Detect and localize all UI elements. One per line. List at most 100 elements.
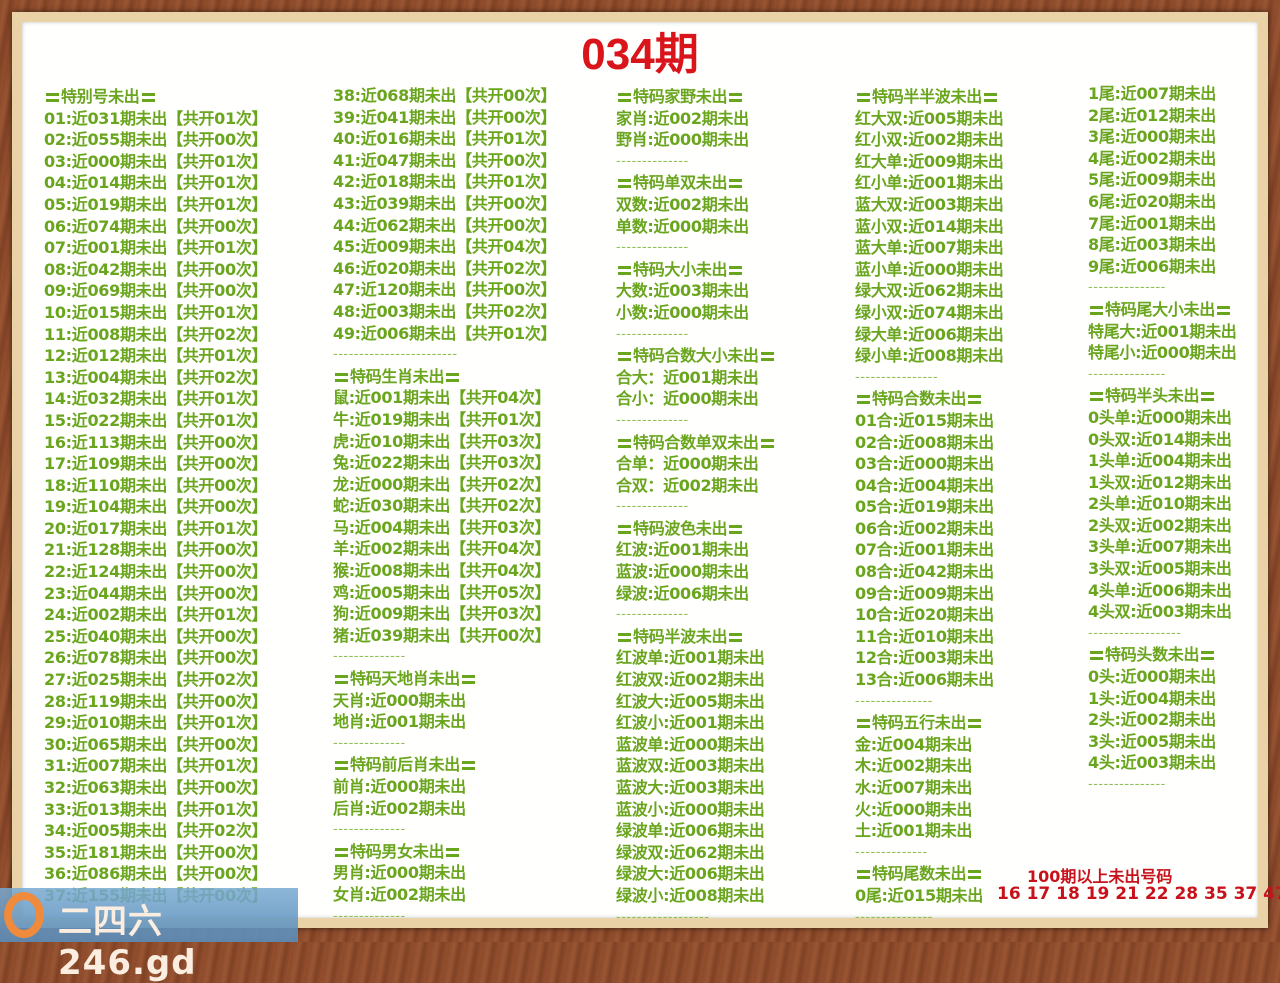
column-tail-head: 1尾:近007期未出 2尾:近012期未出 3尾:近000期未出 4尾:近002期未出… bbox=[1088, 83, 1237, 796]
list-item: 蓝波:近000期未出 bbox=[616, 562, 749, 582]
list-item: 08合:近042期未出 bbox=[855, 562, 994, 582]
divider: -------------- bbox=[333, 735, 406, 751]
list-item: 2头单:近010期未出 bbox=[1088, 494, 1232, 514]
list-item: 单数:近000期未出 bbox=[616, 216, 749, 236]
logo-six-icon bbox=[4, 892, 44, 938]
section-header: 特码家野未出 bbox=[616, 86, 776, 108]
list-item: 龙:近000期未出【共开02次】 bbox=[333, 474, 551, 494]
list-item: 男肖:近000期未出 bbox=[333, 863, 466, 883]
section-header: 特码波色未出 bbox=[616, 518, 776, 540]
list-item: 蓝波双:近003期未出 bbox=[616, 756, 765, 776]
list-item: 03合:近000期未出 bbox=[855, 454, 994, 474]
divider: -------------- bbox=[616, 499, 689, 515]
list-item: 25:近040期未出【共开00次】 bbox=[44, 626, 268, 646]
list-item: 合大：近001期未出 bbox=[616, 367, 759, 387]
list-item: 合单：近000期未出 bbox=[616, 454, 759, 474]
list-item: 0头单:近000期未出 bbox=[1088, 407, 1232, 427]
list-item: 29:近010期未出【共开01次】 bbox=[44, 713, 268, 733]
divider: -------------- bbox=[616, 326, 689, 342]
section-header: 特码合数单双未出 bbox=[616, 432, 776, 454]
section-header: 特码大小未出 bbox=[616, 259, 776, 281]
divider: ------------------ bbox=[1088, 625, 1182, 641]
list-item: 39:近041期未出【共开00次】 bbox=[333, 107, 557, 127]
list-item: 红波小:近001期未出 bbox=[616, 713, 765, 733]
list-item: 10:近015期未出【共开01次】 bbox=[44, 302, 268, 322]
list-item: 10合:近020期未出 bbox=[855, 605, 994, 625]
list-item: 3头:近005期未出 bbox=[1088, 731, 1216, 751]
list-item: 23:近044期未出【共开00次】 bbox=[44, 583, 268, 603]
list-item: 猴:近008期未出【共开04次】 bbox=[333, 561, 551, 581]
list-item: 猪:近039期未出【共开00次】 bbox=[333, 625, 551, 645]
list-item: 41:近047期未出【共开00次】 bbox=[333, 150, 557, 170]
watermark: 二四六 246.gd bbox=[0, 888, 298, 983]
divider: -------------- bbox=[616, 240, 689, 256]
over-100-label: 100期以上未出号码 bbox=[1027, 867, 1173, 886]
section-header: 特码男女未出 bbox=[333, 841, 556, 863]
list-item: 特尾大:近001期未出 bbox=[1088, 321, 1237, 341]
list-item: 绿波:近006期未出 bbox=[616, 583, 749, 603]
list-item: 地肖:近001期未出 bbox=[333, 712, 466, 732]
list-item: 43:近039期未出【共开00次】 bbox=[333, 193, 557, 213]
section-header: 特别号未出 bbox=[44, 86, 267, 108]
list-item: 红大单:近009期未出 bbox=[855, 151, 1004, 171]
list-item: 17:近109期未出【共开00次】 bbox=[44, 454, 268, 474]
list-item: 32:近063期未出【共开00次】 bbox=[44, 778, 268, 797]
list-item: 合双：近002期未出 bbox=[616, 475, 759, 495]
list-item: 30:近065期未出【共开00次】 bbox=[44, 734, 268, 754]
divider: -------------- bbox=[333, 908, 406, 924]
list-item: 0头双:近014期未出 bbox=[1088, 429, 1232, 449]
list-item: 蓝大双:近003期未出 bbox=[855, 194, 1004, 214]
list-item: 34:近005期未出【共开02次】 bbox=[44, 821, 268, 841]
list-item: 46:近020期未出【共开02次】 bbox=[333, 258, 557, 278]
divider: -------------- bbox=[333, 649, 406, 665]
list-item: 06:近074期未出【共开00次】 bbox=[44, 216, 268, 236]
section-header: 特码尾数未出 bbox=[855, 863, 1004, 885]
list-item: 38:近068期未出【共开00次】 bbox=[333, 86, 557, 105]
list-item: 土:近001期未出 bbox=[855, 821, 973, 841]
list-item: 06合:近002期未出 bbox=[855, 518, 994, 538]
list-item: 05:近019期未出【共开01次】 bbox=[44, 194, 268, 214]
list-item: 3头双:近005期未出 bbox=[1088, 559, 1232, 579]
list-item: 绿波大:近006期未出 bbox=[616, 864, 765, 884]
column-halfwave-sum: 特码半半波未出 红大双:近005期未出 红小双:近002期未出 红大单:近009期未出… bbox=[855, 86, 1004, 928]
list-item: 蓝波单:近000期未出 bbox=[616, 734, 765, 754]
list-item: 3尾:近000期未出 bbox=[1088, 127, 1216, 147]
watermark-text: 二四六 246.gd bbox=[58, 902, 197, 983]
list-item: 前肖:近000期未出 bbox=[333, 777, 466, 796]
list-item: 红波:近001期未出 bbox=[616, 540, 749, 560]
list-item: 4尾:近002期未出 bbox=[1088, 148, 1216, 168]
list-item: 47:近120期未出【共开00次】 bbox=[333, 280, 557, 300]
list-item: 1头单:近004期未出 bbox=[1088, 451, 1232, 471]
list-item: 2尾:近012期未出 bbox=[1088, 105, 1216, 125]
list-item: 13合:近006期未出 bbox=[855, 670, 994, 690]
column-special-numbers: 特别号未出 01:近031期未出【共开01次】 02:近055期未出【共开00次】 0… bbox=[44, 86, 268, 907]
list-item: 9尾:近006期未出 bbox=[1088, 256, 1216, 276]
list-item: 红波双:近002期未出 bbox=[616, 670, 765, 690]
list-item: 绿大双:近062期未出 bbox=[855, 281, 1004, 301]
list-item: 40:近016期未出【共开01次】 bbox=[333, 129, 557, 149]
list-item: 羊:近002期未出【共开04次】 bbox=[333, 539, 551, 559]
list-item: 31:近007期未出【共开01次】 bbox=[44, 756, 268, 776]
section-header: 特码生肖未出 bbox=[333, 366, 556, 388]
list-item: 42:近018期未出【共开01次】 bbox=[333, 172, 557, 192]
list-item: 合小：近000期未出 bbox=[616, 389, 759, 409]
list-item: 鼠:近001期未出【共开04次】 bbox=[333, 388, 551, 408]
section-header: 特码头数未出 bbox=[1088, 644, 1237, 666]
list-item: 20:近017期未出【共开01次】 bbox=[44, 518, 268, 538]
section-header: 特码合数未出 bbox=[855, 388, 1004, 410]
list-item: 大数:近003期未出 bbox=[616, 281, 749, 301]
divider: -------------- bbox=[855, 844, 928, 860]
list-item: 24:近002期未出【共开01次】 bbox=[44, 605, 268, 625]
list-item: 44:近062期未出【共开00次】 bbox=[333, 215, 557, 235]
list-item: 蓝小双:近014期未出 bbox=[855, 216, 1004, 236]
list-item: 4头双:近003期未出 bbox=[1088, 602, 1232, 622]
list-item: 野肖:近000期未出 bbox=[616, 130, 749, 150]
list-item: 绿小双:近074期未出 bbox=[855, 302, 1004, 322]
list-item: 4头单:近006期未出 bbox=[1088, 580, 1232, 600]
list-item: 马:近004期未出【共开03次】 bbox=[333, 517, 551, 537]
list-item: 火:近000期未出 bbox=[855, 799, 973, 819]
list-item: 0尾:近015期未出 bbox=[855, 885, 983, 905]
divider: -------------- bbox=[616, 412, 689, 428]
list-item: 49:近006期未出【共开01次】 bbox=[333, 323, 557, 343]
divider: --------------- bbox=[855, 909, 933, 925]
